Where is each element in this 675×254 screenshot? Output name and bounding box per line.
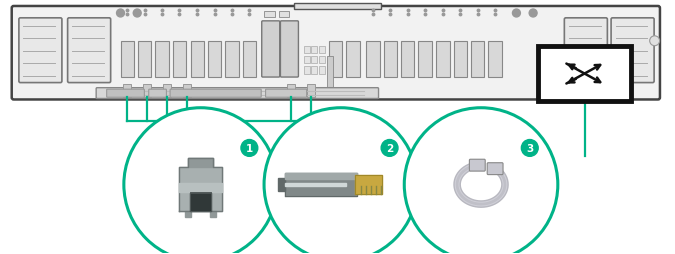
Bar: [319, 46, 325, 54]
FancyBboxPatch shape: [96, 88, 379, 99]
FancyBboxPatch shape: [487, 163, 503, 175]
Polygon shape: [180, 158, 222, 211]
Bar: [329, 42, 342, 78]
Bar: [307, 84, 315, 98]
Circle shape: [133, 10, 141, 18]
Bar: [243, 42, 256, 78]
Bar: [225, 42, 239, 78]
Polygon shape: [180, 183, 222, 192]
Circle shape: [649, 37, 659, 46]
FancyBboxPatch shape: [19, 19, 62, 83]
Circle shape: [264, 108, 418, 254]
Text: 2: 2: [386, 143, 394, 153]
Bar: [304, 67, 310, 74]
Bar: [311, 46, 317, 54]
Circle shape: [512, 10, 520, 18]
Polygon shape: [188, 158, 213, 167]
Bar: [121, 42, 134, 78]
FancyBboxPatch shape: [538, 46, 631, 102]
Bar: [173, 42, 186, 78]
FancyBboxPatch shape: [107, 90, 144, 98]
Bar: [190, 42, 204, 78]
FancyBboxPatch shape: [469, 160, 485, 171]
Bar: [327, 57, 333, 92]
Circle shape: [117, 10, 124, 18]
Polygon shape: [277, 178, 286, 192]
Bar: [401, 42, 414, 78]
Circle shape: [124, 108, 277, 254]
Bar: [319, 67, 325, 74]
FancyBboxPatch shape: [170, 90, 261, 98]
Polygon shape: [356, 176, 382, 194]
Bar: [184, 84, 191, 98]
Bar: [304, 46, 310, 54]
Bar: [471, 42, 485, 78]
Bar: [454, 42, 467, 78]
Bar: [143, 84, 151, 98]
Polygon shape: [286, 174, 358, 179]
FancyBboxPatch shape: [611, 19, 654, 83]
Bar: [346, 42, 360, 78]
Polygon shape: [209, 211, 216, 217]
Polygon shape: [286, 174, 358, 196]
Circle shape: [381, 140, 398, 157]
Bar: [287, 84, 295, 98]
Polygon shape: [286, 184, 346, 186]
FancyBboxPatch shape: [564, 19, 608, 83]
Circle shape: [241, 140, 258, 157]
Text: 3: 3: [526, 143, 533, 153]
Bar: [304, 57, 310, 64]
Bar: [279, 12, 290, 18]
Bar: [264, 12, 275, 18]
FancyBboxPatch shape: [148, 90, 167, 98]
Bar: [311, 57, 317, 64]
Text: 1: 1: [246, 143, 253, 153]
Bar: [208, 42, 221, 78]
Bar: [294, 4, 381, 10]
Bar: [319, 57, 325, 64]
Circle shape: [404, 108, 558, 254]
FancyBboxPatch shape: [262, 22, 279, 78]
Bar: [418, 42, 431, 78]
FancyBboxPatch shape: [68, 19, 111, 83]
FancyBboxPatch shape: [265, 90, 306, 98]
Bar: [367, 42, 379, 78]
Bar: [163, 84, 171, 98]
Bar: [124, 84, 131, 98]
Bar: [436, 42, 450, 78]
Bar: [138, 42, 151, 78]
Polygon shape: [184, 211, 191, 217]
Circle shape: [521, 140, 538, 157]
Polygon shape: [190, 192, 211, 211]
FancyBboxPatch shape: [11, 7, 660, 100]
Bar: [155, 42, 169, 78]
FancyBboxPatch shape: [280, 22, 298, 78]
Circle shape: [529, 10, 537, 18]
Bar: [383, 42, 397, 78]
Bar: [489, 42, 502, 78]
Bar: [311, 67, 317, 74]
